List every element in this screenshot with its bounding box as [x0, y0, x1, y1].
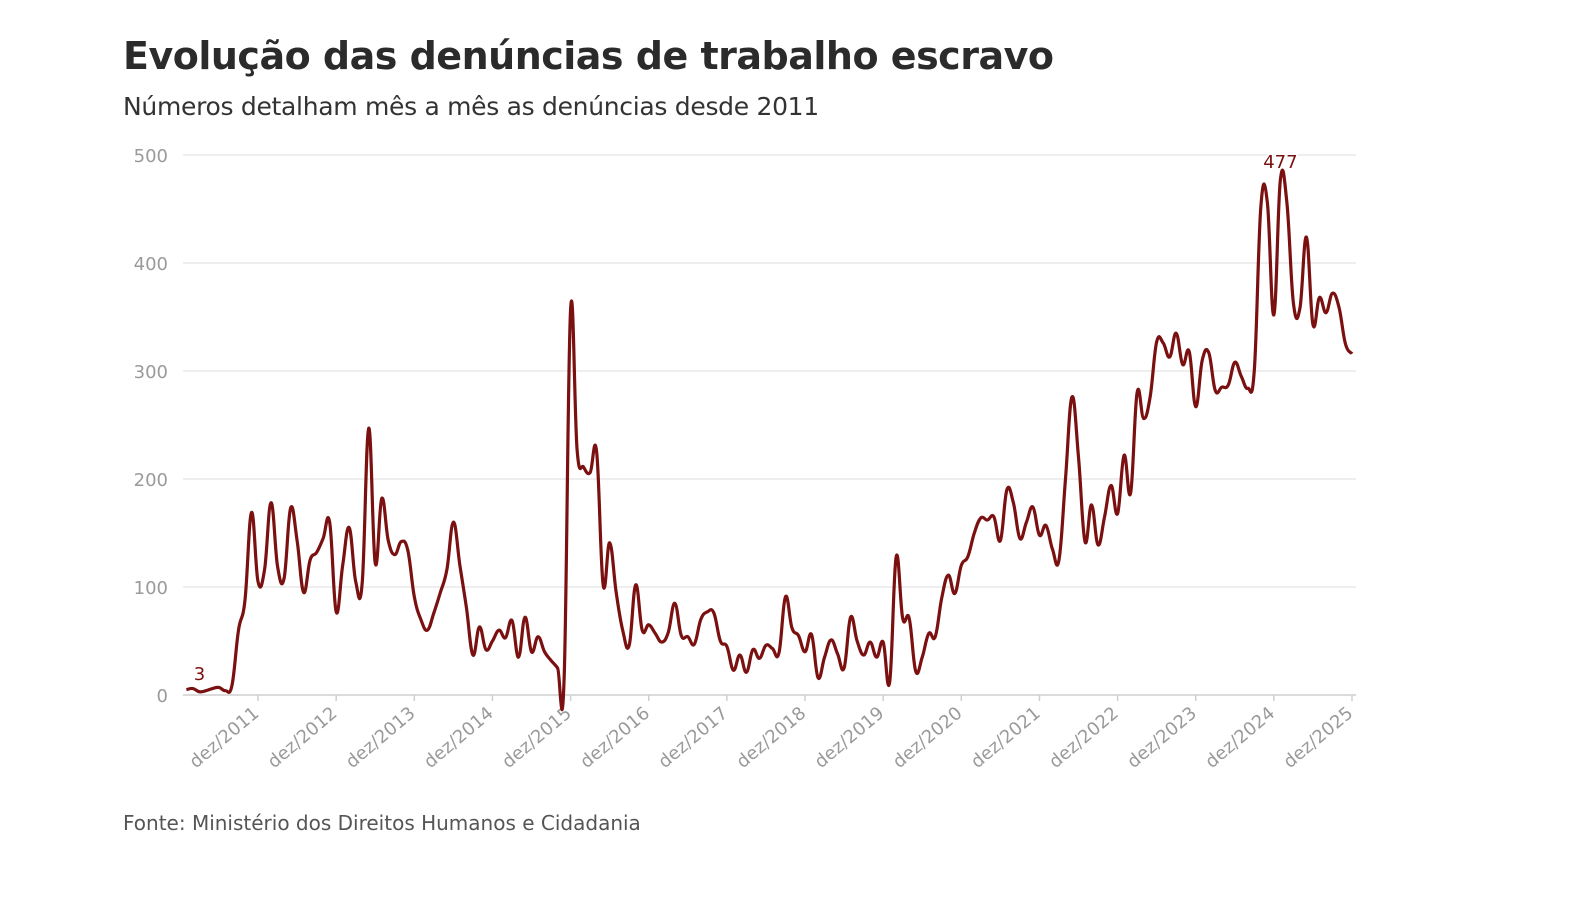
y-tick-label: 400 — [134, 254, 168, 275]
x-tick-label: dez/2013 — [342, 703, 420, 773]
gridlines — [183, 154, 1356, 696]
x-tick-label: dez/2022 — [1045, 703, 1123, 773]
y-axis-ticks: 0 100 200 300 400 500 — [134, 146, 168, 707]
x-axis-ticks: dez/2011 dez/2012 dez/2013 dez/2014 dez/2015… — [186, 695, 1357, 773]
series-line-group — [186, 168, 1354, 712]
x-tick-label: dez/2019 — [811, 703, 889, 773]
annotations: 3 477 — [192, 150, 1299, 686]
x-tick-label: dez/2020 — [889, 703, 967, 773]
x-tick-label: dez/2025 — [1279, 703, 1357, 773]
series-line — [186, 168, 1354, 712]
y-tick-label: 300 — [134, 362, 168, 383]
x-tick-label: dez/2012 — [264, 703, 342, 773]
x-tick-label: dez/2024 — [1201, 703, 1279, 773]
annotation-label: 3 — [194, 664, 205, 685]
y-tick-label: 100 — [134, 578, 168, 599]
chart-subtitle: Números detalham mês a mês as denúncias … — [123, 92, 819, 121]
y-tick-label: 500 — [134, 146, 168, 167]
x-tick-label: dez/2023 — [1123, 703, 1201, 773]
x-tick-label: dez/2011 — [186, 703, 264, 773]
y-tick-label: 0 — [157, 686, 168, 707]
x-tick-label: dez/2014 — [420, 703, 498, 773]
x-tick-label: dez/2017 — [654, 703, 732, 773]
y-tick-label: 200 — [134, 470, 168, 491]
x-tick-label: dez/2021 — [967, 703, 1045, 773]
chart-title: Evolução das denúncias de trabalho escra… — [123, 34, 1054, 78]
x-tick-label: dez/2018 — [733, 703, 811, 773]
x-tick-label: dez/2016 — [576, 703, 654, 773]
source-note: Fonte: Ministério dos Direitos Humanos e… — [123, 811, 641, 835]
annotation-label: 477 — [1263, 152, 1297, 173]
x-tick-label: dez/2015 — [498, 703, 576, 773]
